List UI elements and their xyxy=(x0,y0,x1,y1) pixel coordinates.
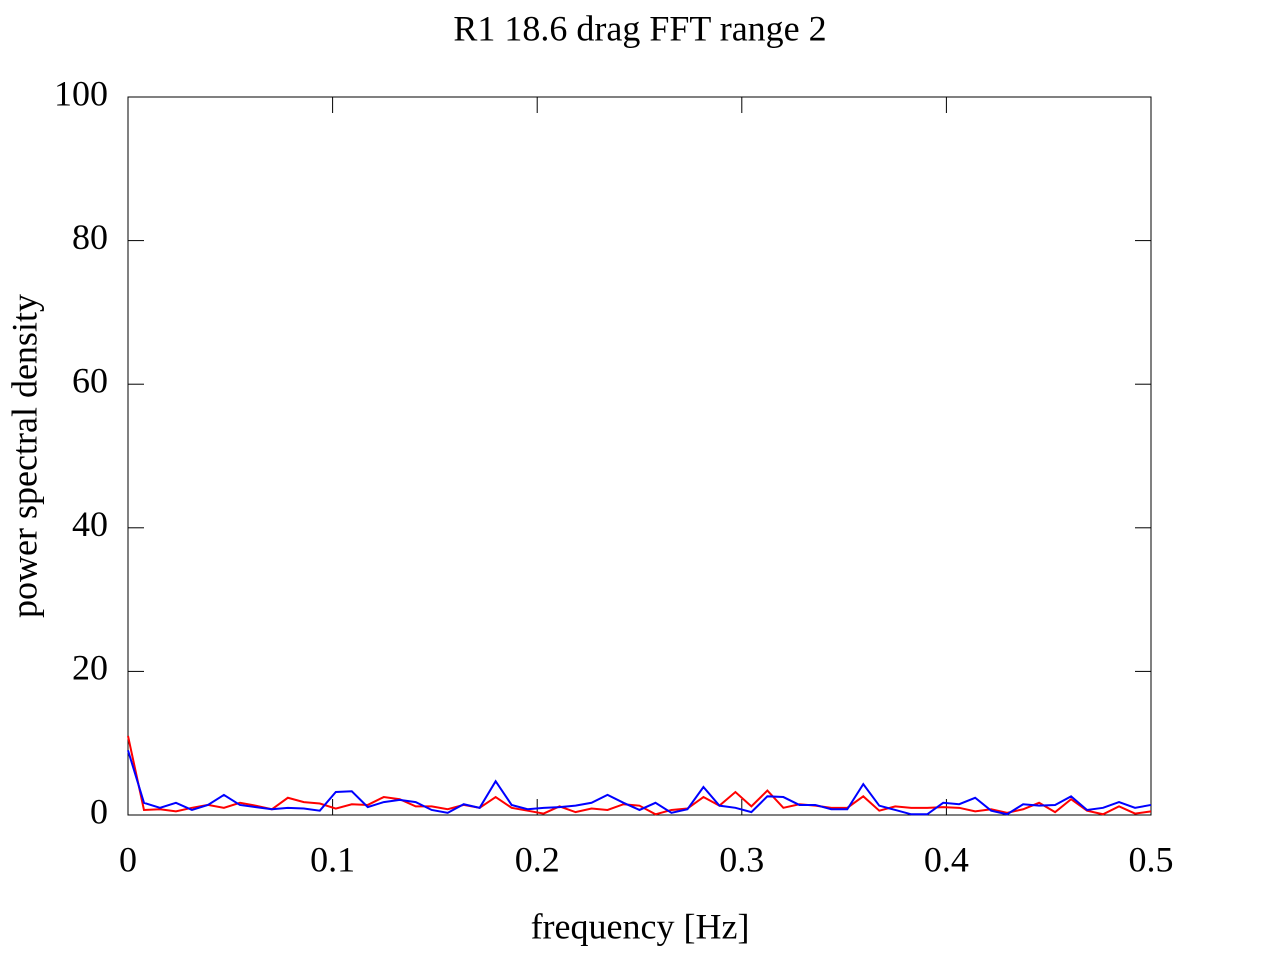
y-tick-label: 100 xyxy=(54,73,108,113)
series-line xyxy=(127,750,1152,816)
x-tick-label: 0 xyxy=(119,839,137,879)
x-tick-label: 0.5 xyxy=(1129,839,1174,879)
y-tick-label: 40 xyxy=(72,504,108,544)
x-tick-label: 0.3 xyxy=(719,839,764,879)
y-axis-label: power spectral density xyxy=(4,294,44,618)
x-tick-label: 0.2 xyxy=(515,839,560,879)
y-tick-label: 20 xyxy=(72,648,108,688)
plot-border xyxy=(127,96,1152,816)
y-tick-label: 60 xyxy=(72,360,108,400)
x-tick-label: 0.1 xyxy=(310,839,355,879)
x-tick-label: 0.4 xyxy=(924,839,969,879)
y-tick-label: 80 xyxy=(72,217,108,257)
chart-title: R1 18.6 drag FFT range 2 xyxy=(453,8,826,48)
series-line xyxy=(127,735,1152,816)
x-axis-label: frequency [Hz] xyxy=(531,906,750,946)
y-tick-label: 0 xyxy=(90,791,108,831)
